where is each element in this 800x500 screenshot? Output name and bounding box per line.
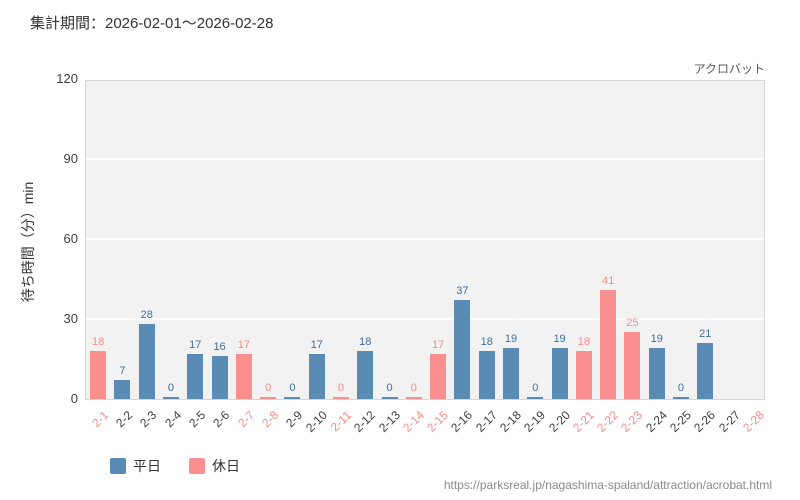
bar-value-label: 28 <box>140 309 153 322</box>
bar-2-3 <box>138 324 155 399</box>
bar-2-10 <box>308 353 325 399</box>
bar-value-label: 0 <box>532 382 539 394</box>
bar-value-label: 19 <box>650 333 663 346</box>
bar-value-label: 0 <box>167 382 175 394</box>
bar-2-5 <box>187 353 204 399</box>
bar-value-label: 0 <box>337 382 345 394</box>
bar-value-label: 18 <box>480 336 493 348</box>
bar-value-label: 0 <box>677 382 685 394</box>
bar-2-17 <box>478 351 495 399</box>
bar-2-19 <box>527 397 544 399</box>
bar-2-6 <box>211 356 228 399</box>
bar-value-label: 0 <box>410 382 417 394</box>
legend-label-holiday: 休日 <box>212 458 240 474</box>
bar-2-7 <box>235 353 252 399</box>
bar-2-22 <box>600 289 617 399</box>
bar-2-12 <box>357 351 374 399</box>
bar-2-4 <box>163 397 179 399</box>
bar-value-label: 16 <box>213 341 226 354</box>
bar-value-label: 19 <box>553 333 566 346</box>
bar-value-label: 17 <box>189 338 202 351</box>
bar-value-label: 37 <box>456 285 469 298</box>
bar-value-label: 21 <box>699 328 712 340</box>
gridline <box>86 238 764 240</box>
bar-2-21 <box>575 351 592 399</box>
gridline <box>86 318 764 320</box>
bar-value-label: 17 <box>237 338 250 351</box>
bar-2-9 <box>284 397 301 399</box>
bar-value-label: 18 <box>577 336 590 348</box>
bar-2-15 <box>430 353 447 399</box>
bar-2-11 <box>333 397 349 399</box>
y-tick-label: 0 <box>70 391 78 406</box>
bar-2-23 <box>624 332 641 399</box>
bar-2-14 <box>405 397 422 399</box>
bar-value-label: 18 <box>359 336 372 348</box>
bar-value-label: 41 <box>602 274 615 287</box>
chart-annotation: アクロバット <box>693 62 765 76</box>
bar-2-1 <box>90 351 107 399</box>
source-url: https://parksreal.jp/nagashima-spaland/a… <box>443 478 772 492</box>
x-axis-ticks: 2-1 2-2 2-3 2-4 2-5 2-6 2-7 2-8 2-9 2-10 2-11 2-12 2… <box>88 408 767 435</box>
bar-value-label: 0 <box>289 382 296 394</box>
bar-value-label: 0 <box>386 382 393 394</box>
bar-value-label: 0 <box>265 382 272 394</box>
legend-swatch-weekday <box>110 458 126 474</box>
bar-value-label: 17 <box>310 338 323 351</box>
y-tick-label: 60 <box>63 231 78 246</box>
bar-2-24 <box>648 348 665 399</box>
bar-2-25 <box>673 397 689 399</box>
gridline <box>86 78 764 80</box>
bar-value-label: 19 <box>504 333 518 346</box>
bar-2-2 <box>114 380 131 399</box>
bar-2-8 <box>260 397 277 399</box>
bar-value-label: 7 <box>119 365 126 378</box>
bar-2-20 <box>551 348 568 399</box>
y-tick-label: 120 <box>56 71 78 86</box>
bar-value-label: 25 <box>626 317 639 330</box>
bar-2-16 <box>454 300 471 399</box>
bar-value-label: 17 <box>432 338 445 351</box>
bar-2-18 <box>503 348 519 399</box>
y-tick-label: 90 <box>63 151 78 166</box>
y-tick-label: 30 <box>63 311 78 326</box>
plot-area: 18 7 28 0 17 16 17 0 0 17 0 18 0 0 17 37 18 19 0 19 18 41 25 19… <box>85 78 765 400</box>
page-title: 集計期間：2026-02-01〜2026-02-28 <box>30 15 274 32</box>
legend: 平日 休日 <box>110 456 240 476</box>
bar-2-26 <box>697 343 714 399</box>
legend-swatch-holiday <box>189 458 205 474</box>
legend-label-weekday: 平日 <box>133 458 161 474</box>
gridline <box>86 158 764 160</box>
y-axis-ticks: 0 30 60 90 120 <box>0 71 78 406</box>
bar-value-label: 18 <box>92 336 105 348</box>
bar-2-13 <box>381 397 398 399</box>
